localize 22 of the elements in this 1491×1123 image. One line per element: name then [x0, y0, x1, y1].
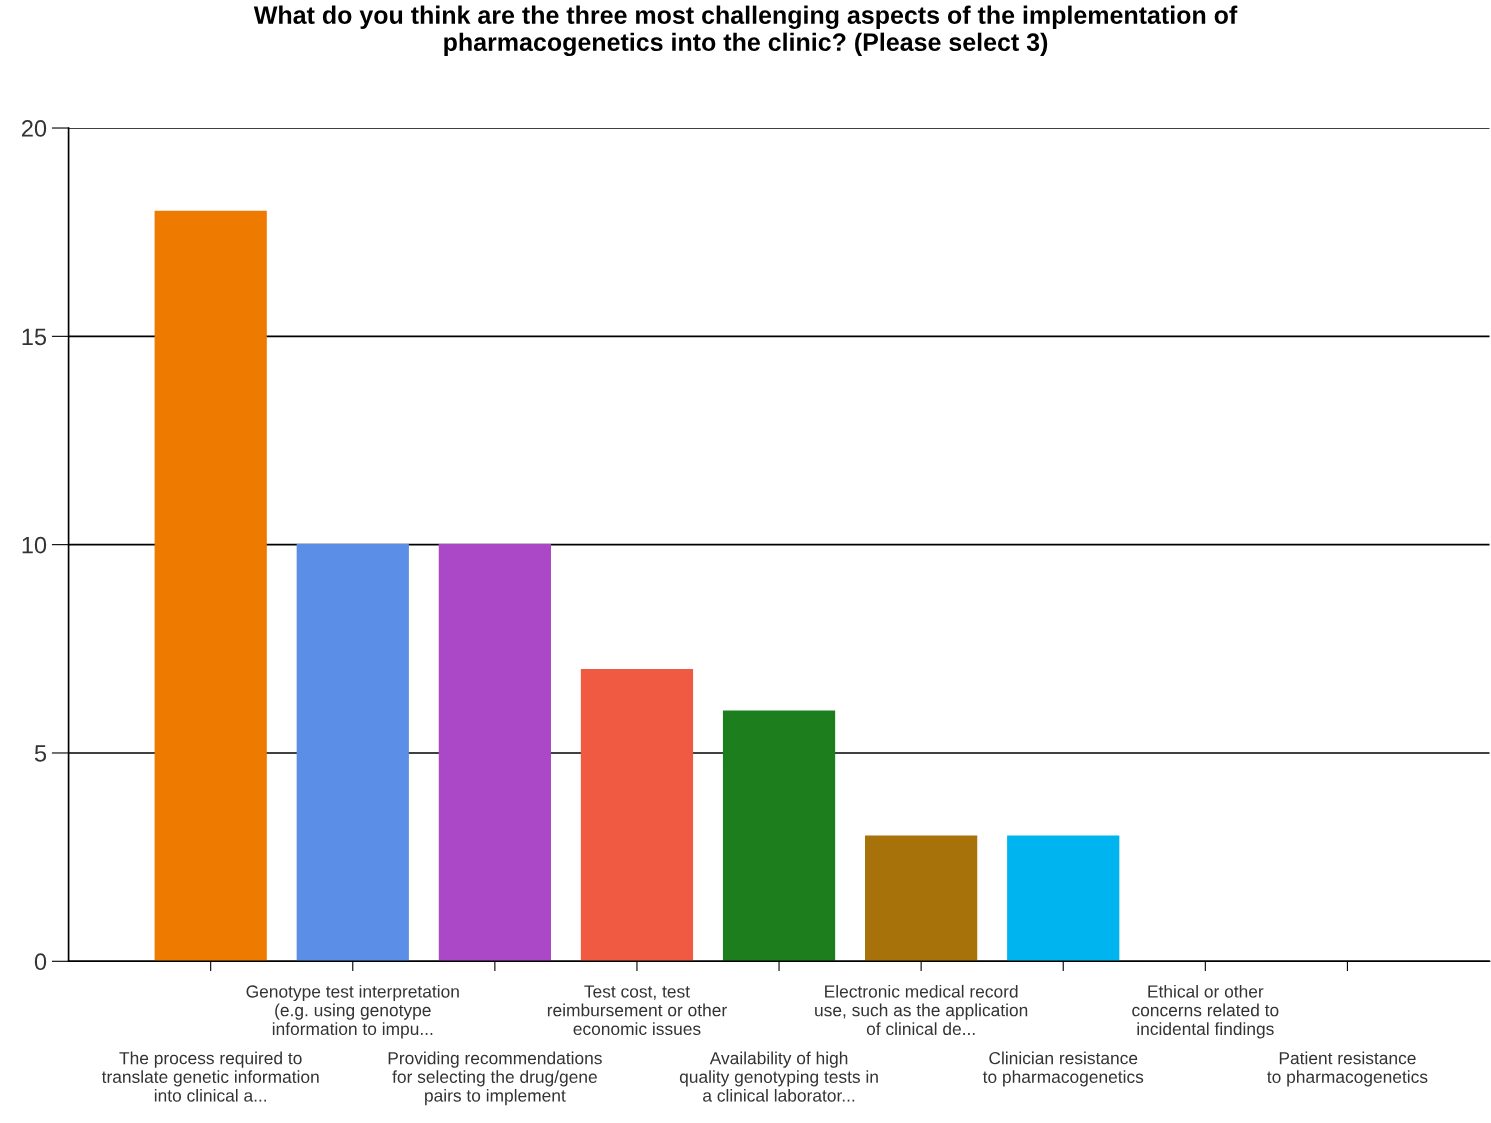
y-tick-label: 10: [22, 536, 47, 554]
bar: [722, 710, 836, 962]
y-tick-label: 0: [34, 953, 47, 971]
bar: [296, 543, 409, 962]
x-tick-label: Availability of high quality genotyping tests in a clinical laborator...: [679, 1051, 878, 1102]
bar: [580, 668, 694, 962]
chart-title: What do you think are the three most challenging aspects of the implementation of pharmacogenetics into the clinic? (Please select 3): [253, 5, 1238, 57]
bar: [438, 543, 551, 962]
x-tick-label: Clinician resistance to pharmacogenetics: [982, 1051, 1144, 1087]
x-tick-label: Patient resistance to pharmacogenetics: [1267, 1051, 1428, 1087]
bar: [154, 210, 267, 962]
x-tick-label: Test cost, test reimbursement or other economic issues: [547, 985, 727, 1036]
bar: [865, 835, 978, 962]
bar: [1007, 835, 1120, 962]
y-tick-label: 5: [34, 745, 47, 762]
y-tick-label: 20: [21, 120, 47, 137]
y-tick-label: 15: [22, 328, 47, 346]
x-tick-label: Electronic medical record use, such as the application of clinical de...: [815, 984, 1028, 1036]
x-tick-label: The process required to translate genetic information into clinical a...: [101, 1051, 319, 1102]
x-tick-label: Providing recommendations for selecting the drug/gene pairs to implement: [388, 1051, 602, 1106]
x-tick-label: Genotype test interpretation (e.g. using genotype information to impu...: [246, 984, 459, 1039]
x-tick-label: Ethical or other concerns related to incidental findings: [1132, 984, 1279, 1039]
